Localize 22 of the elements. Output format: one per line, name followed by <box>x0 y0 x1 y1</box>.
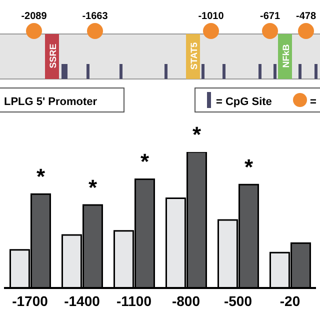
annotation: * <box>140 149 150 174</box>
x-tick-label: -1100 <box>116 292 152 309</box>
text: -478 <box>296 11 316 22</box>
text: -2089 <box>21 11 48 22</box>
annotation: * <box>244 154 254 180</box>
annotation: * <box>36 164 46 190</box>
text: -671 <box>260 11 280 22</box>
x-tick-label: -1700 <box>12 292 48 309</box>
annotation: * <box>88 175 98 200</box>
text: NFkB <box>281 44 291 68</box>
x-tick-label: -20 <box>280 292 300 309</box>
text: SSRE <box>48 44 58 68</box>
text: -1010 <box>198 11 224 22</box>
text: LPLG 5' Promoter <box>4 96 98 108</box>
x-tick-label: -500 <box>224 292 252 309</box>
x-tick-label: -800 <box>172 292 200 309</box>
text: * <box>192 122 202 147</box>
text: = <box>310 96 316 108</box>
text: -1663 <box>82 11 108 22</box>
text: = CpG Site <box>216 96 272 108</box>
text: STAT5 <box>189 42 199 70</box>
x-tick-label: -1400 <box>64 292 100 309</box>
